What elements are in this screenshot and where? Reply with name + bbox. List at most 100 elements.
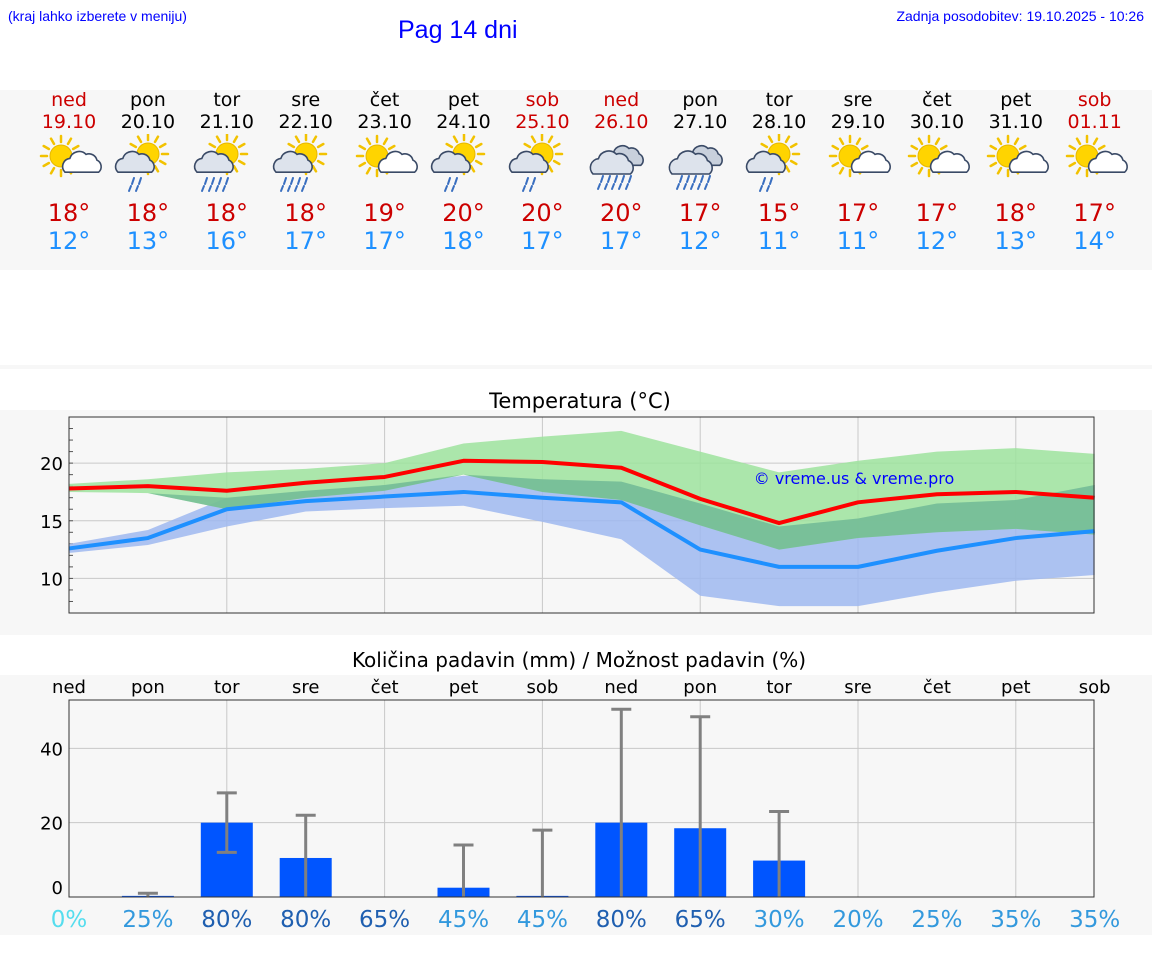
min-temperature: 12° bbox=[915, 227, 959, 255]
max-temperature: 17° bbox=[836, 199, 880, 227]
day-name: tor bbox=[765, 89, 793, 111]
precip-day-label: čet bbox=[371, 677, 399, 698]
cloud-shape bbox=[61, 150, 102, 173]
precip-probability: 80% bbox=[596, 907, 647, 933]
day-date: 19.10 bbox=[41, 111, 97, 133]
max-temperature: 17° bbox=[1073, 199, 1116, 227]
min-temperature: 13° bbox=[994, 227, 1038, 255]
min-temperature: 12° bbox=[678, 227, 722, 255]
day-name: sob bbox=[525, 89, 560, 111]
y-tick-label: 20 bbox=[40, 454, 63, 475]
sun-cloud-icon bbox=[345, 134, 425, 196]
y-tick-label: 10 bbox=[40, 569, 63, 590]
precip-day-label: sob bbox=[1079, 677, 1111, 698]
precip-probability: 65% bbox=[359, 907, 410, 933]
day-date: 29.10 bbox=[830, 111, 886, 133]
day-date: 01.11 bbox=[1067, 111, 1122, 133]
cloud-shape bbox=[1087, 150, 1128, 173]
range-overlap bbox=[69, 474, 1095, 550]
precip-probability: 35% bbox=[990, 907, 1041, 933]
precip-day-label: ned bbox=[52, 677, 86, 698]
min-temperature: 17° bbox=[284, 227, 327, 255]
max-temperature: 20° bbox=[600, 199, 643, 227]
min-temperature-range bbox=[69, 475, 1095, 607]
precip-day-label: sob bbox=[526, 677, 558, 698]
day-date: 27.10 bbox=[672, 111, 728, 133]
precip-probability: 45% bbox=[438, 907, 489, 933]
min-temperature: 17° bbox=[363, 227, 406, 255]
cloud-shape bbox=[850, 150, 891, 173]
plot-frame bbox=[68, 416, 1095, 614]
day-date: 24.10 bbox=[436, 111, 491, 133]
sun-cloud-rain-icon bbox=[502, 132, 582, 196]
sun-cloud-icon bbox=[976, 134, 1056, 196]
precip-day-label: tor bbox=[214, 677, 240, 698]
max-temperature: 18° bbox=[994, 199, 1038, 227]
cloud-shape bbox=[668, 150, 714, 175]
precip-day-label: pon bbox=[131, 677, 165, 698]
max-temperature: 17° bbox=[915, 199, 959, 227]
day-name: čet bbox=[922, 89, 952, 111]
min-temperature: 11° bbox=[757, 227, 801, 255]
sun-cloud-heavy-rain-icon bbox=[187, 132, 267, 196]
day-date: 28.10 bbox=[751, 111, 807, 133]
forecast-band bbox=[0, 90, 1152, 270]
max-temperature: 18° bbox=[126, 199, 170, 227]
max-temperature-line bbox=[68, 458, 1095, 526]
plot-frame bbox=[68, 699, 1095, 898]
rain-drops bbox=[597, 175, 633, 190]
day-date: 31.10 bbox=[988, 111, 1043, 133]
day-name: pet bbox=[447, 89, 480, 111]
cloud-shape bbox=[589, 150, 635, 175]
cloud-shape bbox=[272, 150, 313, 173]
rain-drops bbox=[676, 175, 712, 190]
day-name: tor bbox=[213, 89, 241, 111]
day-date: 20.10 bbox=[120, 111, 176, 133]
max-temperature: 17° bbox=[678, 199, 722, 227]
rain-drops bbox=[759, 177, 774, 192]
cloud-shape bbox=[745, 150, 787, 173]
max-temperature: 20° bbox=[442, 199, 485, 227]
sun-cloud-heavy-rain-icon bbox=[266, 132, 346, 196]
precip-probability: 65% bbox=[675, 907, 726, 933]
day-name: sob bbox=[1077, 89, 1112, 111]
y-tick-label: 15 bbox=[40, 512, 63, 533]
header-note: (kraj lahko izberete v meniju) bbox=[8, 8, 187, 24]
sun-cloud-rain-icon bbox=[739, 132, 819, 196]
cloud-shape bbox=[193, 150, 234, 173]
divider-band bbox=[0, 365, 1152, 369]
min-temperature: 17° bbox=[521, 227, 564, 255]
sun-cloud-icon bbox=[29, 134, 109, 196]
precipitation-title: Količina padavin (mm) / Možnost padavin … bbox=[352, 648, 806, 672]
sun-cloud-icon bbox=[1055, 134, 1135, 196]
precip-probability: 80% bbox=[201, 907, 252, 933]
max-temperature: 18° bbox=[47, 199, 91, 227]
sun-cloud-rain-icon bbox=[108, 132, 188, 196]
max-temperature: 19° bbox=[363, 199, 406, 227]
precip-day-label: pet bbox=[1001, 677, 1031, 698]
day-date: 30.10 bbox=[909, 111, 965, 133]
y-tick-label: 0 bbox=[52, 878, 63, 899]
day-name: ned bbox=[51, 89, 87, 111]
precip-probability: 45% bbox=[517, 907, 568, 933]
min-temperature: 13° bbox=[126, 227, 170, 255]
cloud-shape bbox=[114, 150, 155, 173]
max-temperature: 15° bbox=[757, 199, 801, 227]
min-temperature-line bbox=[68, 489, 1095, 569]
max-temperature: 20° bbox=[521, 199, 564, 227]
day-date: 26.10 bbox=[594, 111, 649, 133]
rain-drops bbox=[443, 177, 458, 192]
day-name: pon bbox=[682, 89, 719, 111]
precip-probability: 35% bbox=[1069, 907, 1120, 933]
cloud-heavy-rain-icon bbox=[660, 134, 740, 196]
day-name: ned bbox=[603, 89, 640, 111]
precip-probability: 25% bbox=[122, 907, 173, 933]
page-title: Pag 14 dni bbox=[398, 16, 518, 44]
rain-drops bbox=[522, 177, 537, 192]
precipitation-chart: Količina padavin (mm) / Možnost padavin … bbox=[40, 648, 1120, 933]
precip-day-label: tor bbox=[766, 677, 792, 698]
sun-cloud-rain-icon bbox=[424, 132, 504, 196]
day-date: 21.10 bbox=[199, 111, 254, 133]
cloud-shape bbox=[377, 150, 418, 173]
cloud-shape bbox=[430, 150, 471, 173]
